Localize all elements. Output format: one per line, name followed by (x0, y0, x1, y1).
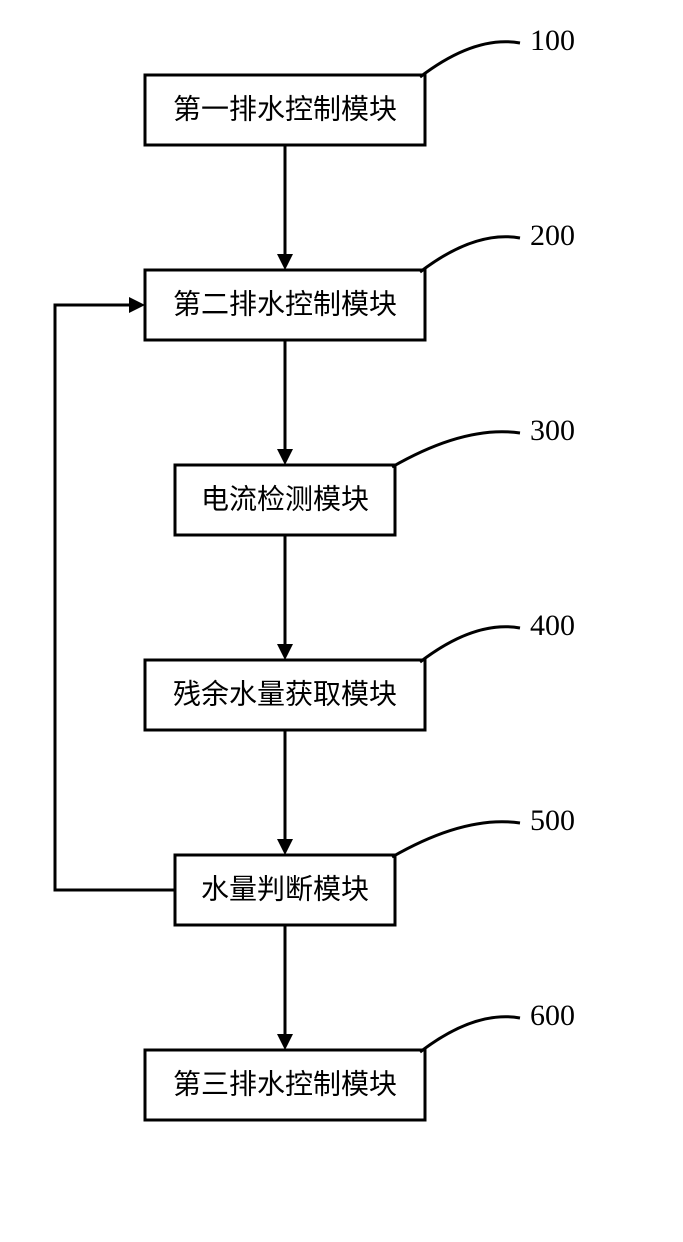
ref-leader (420, 1017, 520, 1052)
ref-number: 400 (530, 609, 575, 642)
ref-number: 100 (530, 24, 575, 57)
flow-node-label: 第三排水控制模块 (173, 1068, 397, 1100)
ref-number: 200 (530, 219, 575, 252)
flow-node: 第二排水控制模块 (145, 270, 425, 340)
ref-leader (392, 432, 520, 467)
ref-leader (420, 42, 520, 77)
flow-node-label: 第一排水控制模块 (173, 93, 397, 125)
flow-node-label: 水量判断模块 (201, 873, 369, 905)
flow-node-label: 电流检测模块 (201, 483, 369, 515)
flow-node: 第三排水控制模块 (145, 1050, 425, 1120)
flow-node-label: 第二排水控制模块 (173, 288, 397, 320)
ref-number: 600 (530, 999, 575, 1032)
flow-node: 第一排水控制模块 (145, 75, 425, 145)
flow-node: 电流检测模块 (175, 465, 395, 535)
ref-leader (392, 822, 520, 857)
flow-node: 残余水量获取模块 (145, 660, 425, 730)
flow-node: 水量判断模块 (175, 855, 395, 925)
ref-number: 300 (530, 414, 575, 447)
ref-number: 500 (530, 804, 575, 837)
flow-node-label: 残余水量获取模块 (173, 678, 397, 710)
ref-leader (420, 627, 520, 662)
ref-leader (420, 237, 520, 272)
